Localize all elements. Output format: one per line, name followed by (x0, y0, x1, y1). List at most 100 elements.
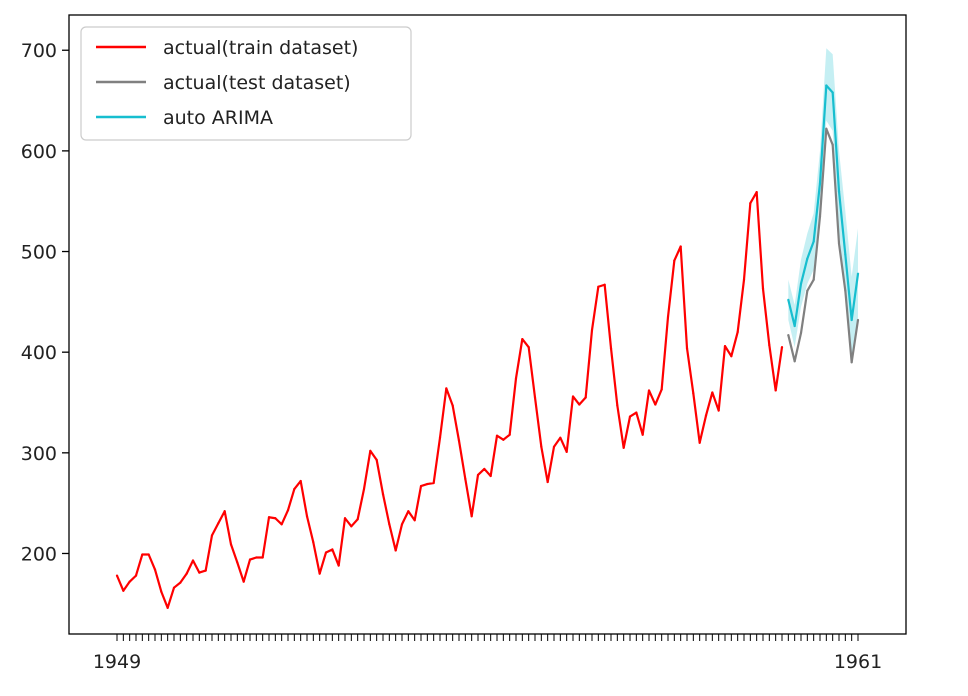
data-point (508, 433, 511, 436)
data-point (115, 574, 119, 577)
series-line-auto-arima (787, 84, 860, 328)
data-point (495, 434, 499, 437)
data-point (419, 484, 423, 488)
data-point (470, 515, 473, 518)
data-point (806, 289, 809, 292)
x-tick-label: 1949 (93, 651, 141, 673)
data-point (825, 84, 828, 87)
data-point (476, 473, 480, 477)
data-point (502, 438, 505, 441)
data-point (400, 523, 404, 526)
data-point (261, 556, 264, 559)
data-point (780, 346, 784, 349)
axes: 200 300 400 500 600 700 1949 1961 (21, 14, 907, 673)
data-point (635, 411, 638, 414)
data-point (856, 318, 860, 322)
data-point (647, 389, 651, 392)
data-point (432, 481, 435, 485)
data-point (274, 517, 277, 520)
data-point (489, 474, 492, 478)
data-point (223, 510, 226, 513)
legend-label-train: actual(train dataset) (163, 37, 358, 59)
data-point (141, 553, 144, 556)
x-tick-label: 1961 (834, 651, 882, 673)
legend-box (80, 26, 412, 141)
y-tick-label: 700 (21, 40, 57, 62)
data-point (185, 572, 188, 575)
data-point (742, 278, 746, 281)
data-point (375, 458, 378, 461)
data-point (825, 127, 828, 130)
data-point (318, 572, 321, 575)
data-point (850, 361, 853, 364)
data-point (799, 282, 803, 285)
data-point (191, 559, 195, 562)
data-point (204, 569, 207, 572)
y-tick-label: 300 (21, 443, 57, 465)
data-point (565, 450, 568, 453)
data-point (457, 439, 461, 442)
data-point (812, 278, 815, 281)
data-point (831, 143, 834, 146)
data-point (679, 245, 682, 248)
y-tick-label: 500 (21, 242, 57, 264)
legend-label-auto-arima: auto ARIMA (163, 107, 273, 129)
data-point (787, 298, 790, 301)
data-point (438, 436, 442, 439)
data-point (616, 404, 619, 407)
data-point (147, 553, 150, 556)
confidence-band (788, 48, 858, 363)
data-point (685, 347, 689, 350)
data-point (236, 561, 239, 564)
data-point (394, 549, 397, 552)
legend-label-test: actual(test dataset) (163, 72, 351, 94)
axes-frame (68, 14, 907, 635)
data-point (628, 415, 632, 418)
data-point (388, 523, 391, 526)
data-point (413, 519, 416, 522)
data-point (255, 556, 258, 559)
data-point (293, 487, 296, 491)
data-point (210, 534, 214, 537)
series-line-train (115, 191, 784, 609)
data-point (299, 479, 302, 483)
data-point (793, 324, 796, 328)
data-point (717, 409, 720, 412)
data-point (603, 283, 606, 286)
data-point (692, 392, 695, 395)
data-point (280, 523, 283, 526)
data-point (711, 391, 714, 394)
legend: actual(train dataset) actual(test dataset… (80, 26, 412, 141)
data-point (343, 517, 347, 520)
data-point (350, 525, 353, 528)
data-point (172, 586, 176, 589)
data-point (540, 445, 543, 448)
data-point (527, 346, 530, 349)
data-point (305, 515, 309, 518)
data-point (464, 477, 467, 481)
data-point (818, 215, 822, 218)
data-point (166, 606, 169, 609)
data-point (787, 333, 790, 337)
data-point (312, 541, 315, 544)
data-point (660, 388, 663, 391)
data-point (654, 403, 657, 406)
data-point (533, 396, 537, 399)
data-point (844, 253, 847, 256)
data-point (831, 91, 834, 94)
data-point (356, 518, 359, 521)
data-point (229, 543, 233, 546)
data-point (426, 482, 429, 486)
data-point (723, 345, 727, 348)
data-point (761, 287, 765, 290)
data-point (666, 315, 670, 319)
y-tick-label: 400 (21, 342, 57, 364)
data-point (856, 272, 860, 275)
data-point (160, 590, 163, 593)
data-point (812, 240, 815, 243)
data-point (514, 377, 518, 380)
data-point (337, 564, 340, 567)
data-point (844, 289, 847, 292)
data-point (818, 181, 822, 185)
